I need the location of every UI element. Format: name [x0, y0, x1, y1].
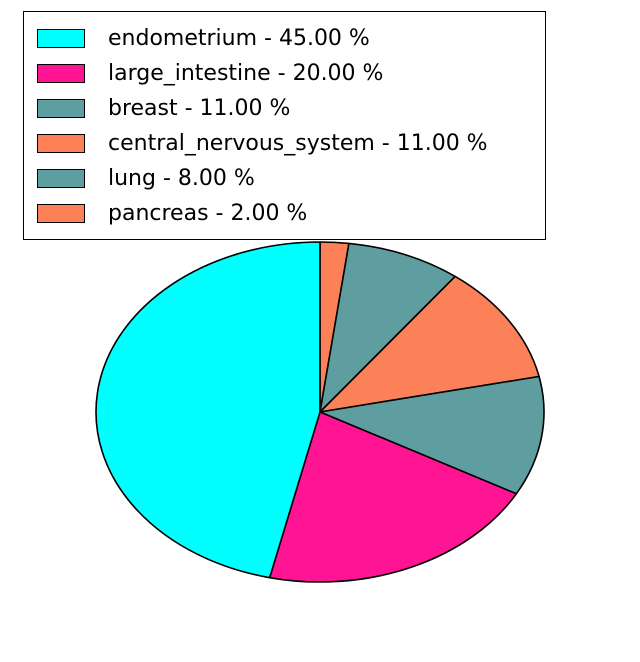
legend-label-central-nervous-system: central_nervous_system - 11.00 %: [108, 130, 488, 156]
legend-item-endometrium[interactable]: endometrium - 45.00 %: [24, 21, 545, 56]
chart-legend: endometrium - 45.00 % large_intestine - …: [23, 11, 546, 240]
pie-slice-lung[interactable]: [319, 242, 456, 413]
legend-swatch-breast: [37, 99, 85, 118]
legend-item-pancreas[interactable]: pancreas - 2.00 %: [24, 196, 545, 231]
pie-slice-breast[interactable]: [319, 375, 545, 495]
pie-slice-large-intestine[interactable]: [268, 411, 518, 583]
pie-slice-endometrium[interactable]: [95, 241, 321, 579]
legend-item-breast[interactable]: breast - 11.00 %: [24, 91, 545, 126]
legend-item-central-nervous-system[interactable]: central_nervous_system - 11.00 %: [24, 126, 545, 161]
legend-label-pancreas: pancreas - 2.00 %: [108, 200, 308, 226]
legend-item-large-intestine[interactable]: large_intestine - 20.00 %: [24, 56, 545, 91]
legend-label-endometrium: endometrium - 45.00 %: [108, 25, 370, 51]
legend-swatch-pancreas: [37, 204, 85, 223]
legend-swatch-central-nervous-system: [37, 134, 85, 153]
pie-slice-central-nervous-system[interactable]: [319, 275, 540, 413]
legend-item-lung[interactable]: lung - 8.00 %: [24, 161, 545, 196]
pie-slice-group: [95, 241, 545, 583]
legend-label-large-intestine: large_intestine - 20.00 %: [108, 60, 384, 86]
legend-swatch-large-intestine: [37, 64, 85, 83]
legend-label-lung: lung - 8.00 %: [108, 165, 255, 191]
legend-swatch-lung: [37, 169, 85, 188]
legend-swatch-endometrium: [37, 29, 85, 48]
legend-label-breast: breast - 11.00 %: [108, 95, 291, 121]
